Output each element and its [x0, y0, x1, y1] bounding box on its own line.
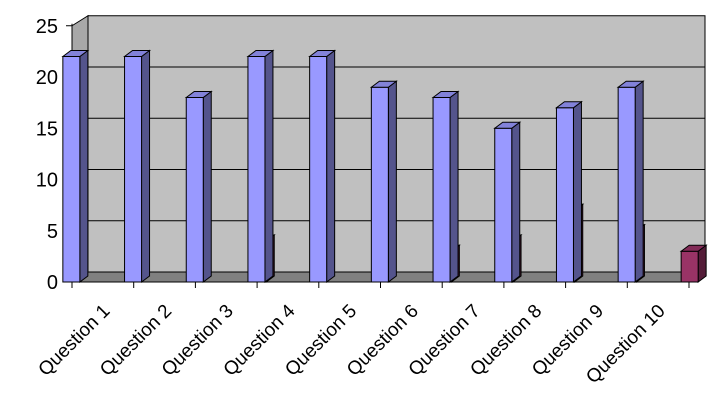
y-tick-label: 25 — [36, 16, 58, 38]
bars — [61, 49, 708, 283]
bar-side — [141, 49, 151, 283]
bar — [554, 100, 583, 283]
y-tick-label: 10 — [36, 170, 58, 192]
bar — [123, 49, 152, 283]
bar-top — [123, 50, 152, 57]
bar — [308, 49, 337, 283]
bar-top — [61, 50, 90, 57]
bar — [493, 121, 522, 283]
bar-top — [246, 50, 275, 57]
bar-front — [185, 97, 204, 283]
bar-front — [555, 107, 574, 283]
bar — [679, 244, 708, 283]
bar-front — [494, 127, 513, 283]
y-tick-label: 20 — [36, 67, 58, 89]
y-tick-label: 5 — [47, 221, 58, 243]
bar-side — [634, 80, 644, 283]
bar-side — [387, 80, 397, 283]
bar-top — [308, 50, 337, 57]
bar-side — [264, 49, 274, 283]
bar-side — [449, 90, 459, 283]
bar-top — [184, 91, 213, 98]
bar — [61, 49, 90, 283]
bar-side — [202, 90, 212, 283]
bar-side — [326, 49, 336, 283]
bar-front — [247, 56, 266, 283]
y-tick-label: 0 — [47, 272, 58, 294]
bar-top — [431, 91, 460, 98]
y-tick-label: 15 — [36, 118, 58, 140]
bar-top — [616, 80, 645, 88]
bar — [246, 49, 275, 283]
bar-front — [432, 97, 451, 283]
bar-top — [493, 121, 522, 129]
bar — [616, 80, 645, 283]
bar — [184, 90, 213, 283]
bar-side — [79, 49, 89, 283]
bar-top — [369, 80, 398, 88]
bar-front — [309, 56, 328, 283]
bar — [431, 90, 460, 283]
bar-front — [617, 86, 636, 283]
bar-top — [554, 101, 583, 109]
bar-side — [572, 100, 582, 283]
bar-front — [370, 86, 389, 283]
bar-front — [680, 250, 699, 283]
bar-front — [62, 56, 81, 283]
bar-side — [511, 121, 521, 283]
bar-top — [679, 244, 708, 252]
bar — [369, 80, 398, 283]
y-axis-ticks: 0 5 10 15 20 25 — [36, 16, 58, 294]
bar-front — [124, 56, 143, 283]
